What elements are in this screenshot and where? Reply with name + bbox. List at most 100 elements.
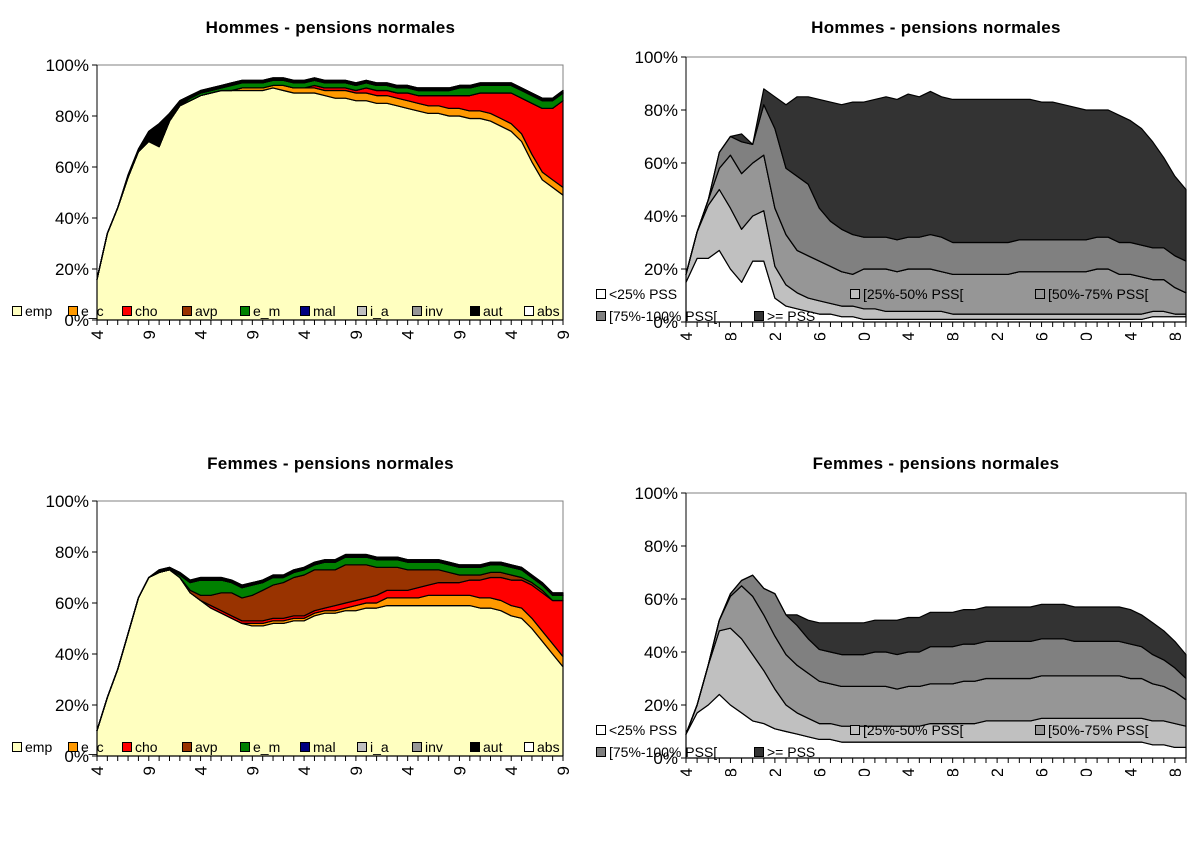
legend-swatch: [182, 742, 192, 752]
x-tick-label: 46: [1033, 332, 1052, 340]
legend-label: e_c: [81, 739, 104, 755]
legend-item: inv: [412, 303, 443, 319]
legend-label: [50%-75% PSS[: [1048, 286, 1149, 302]
x-tick-label: 22: [766, 768, 785, 776]
x-tick-label: 44: [399, 330, 418, 340]
legend-label: [75%-100% PSS[: [609, 308, 718, 324]
legend-swatch: [12, 306, 22, 316]
legend-item: i_a: [357, 303, 389, 319]
chart-title: Femmes - pensions normales: [812, 454, 1060, 473]
legend-item: avp: [182, 739, 218, 755]
y-tick-label: 20%: [55, 260, 89, 279]
y-tick-label: 60%: [55, 158, 89, 177]
legend-item: e_c: [68, 303, 104, 319]
x-tick-label: 34: [295, 766, 314, 776]
x-tick-label: 50: [1077, 332, 1096, 340]
legend-label: [25%-50% PSS[: [863, 722, 964, 738]
legend-item: e_m: [240, 303, 280, 319]
chart-title: Femmes - pensions normales: [207, 454, 454, 473]
y-tick-label: 40%: [55, 645, 89, 664]
series-area-abs: [96, 553, 564, 732]
x-tick-label: 29: [243, 330, 262, 340]
x-tick-label: 54: [502, 330, 521, 340]
chart-title: Hommes - pensions normales: [811, 18, 1061, 37]
y-tick-label: 100%: [46, 492, 89, 511]
legend-label: <25% PSS: [609, 722, 678, 738]
legend-swatch: [300, 306, 310, 316]
legend-item: aut: [470, 739, 502, 755]
x-tick-label: 46: [1033, 768, 1052, 776]
legend-label: e_c: [81, 303, 104, 319]
legend-label: cho: [135, 303, 158, 319]
x-tick-label: 26: [810, 332, 829, 340]
x-tick-label: 39: [347, 766, 366, 776]
x-tick-label: 42: [988, 768, 1007, 776]
legend-label: >= PSS: [767, 308, 816, 324]
legend-item: emp: [12, 303, 52, 319]
legend-label: inv: [425, 303, 443, 319]
legend-item: [50%-75% PSS[: [1035, 722, 1148, 738]
legend-swatch: [596, 725, 606, 735]
x-tick-label: 34: [899, 332, 918, 340]
legend-item: mal: [300, 303, 336, 319]
legend: emp e_c cho avp e_m mal i_a inv aut abs: [12, 303, 592, 323]
legend: emp e_c cho avp e_m mal i_a inv aut abs: [12, 739, 592, 759]
legend-item: inv: [412, 739, 443, 755]
x-tick-label: 59: [554, 766, 573, 776]
chart-panel-hommes-activity: Hommes - pensions normales 0% 20% 40% 60% 80…: [0, 0, 600, 431]
chart-plot: 0% 20% 40% 60% 80% 100% 14 18 22 26 30 34 38 42 46 50 54…: [635, 484, 1187, 776]
legend-label: [75%-100% PSS[: [609, 744, 718, 760]
legend: <25% PSS [25%-50% PSS[ [50%-75% PSS[ [75%-1…: [596, 722, 1191, 782]
legend-swatch: [12, 742, 22, 752]
legend-swatch: [754, 747, 764, 757]
legend-label: cho: [135, 739, 158, 755]
y-tick-label: 80%: [55, 543, 89, 562]
legend-item: avp: [182, 303, 218, 319]
legend-label: aut: [483, 739, 503, 755]
legend-label: abs: [537, 303, 560, 319]
legend-label: [25%-50% PSS[: [863, 286, 964, 302]
x-tick-label: 24: [192, 766, 211, 776]
x-tick-label: 18: [721, 768, 740, 776]
legend-swatch: [68, 742, 78, 752]
legend-item: [25%-50% PSS[: [850, 286, 963, 302]
y-tick-label: 60%: [644, 154, 678, 173]
y-tick-label: 0%: [653, 749, 678, 768]
x-tick-label: 30: [855, 332, 874, 340]
legend-label: abs: [537, 739, 560, 755]
legend-item: <25% PSS: [596, 286, 677, 302]
series-area-abs: [96, 77, 564, 280]
x-tick-label: 14: [677, 768, 696, 776]
x-tick-label: 38: [944, 332, 963, 340]
x-tick-label: 18: [721, 332, 740, 340]
legend-swatch: [524, 306, 534, 316]
legend-label: avp: [195, 739, 218, 755]
legend-swatch: [412, 306, 422, 316]
legend-item: [50%-75% PSS[: [1035, 286, 1148, 302]
x-tick-label: 24: [192, 330, 211, 340]
legend-item: <25% PSS: [596, 722, 677, 738]
legend-item: e_m: [240, 739, 280, 755]
legend-label: emp: [25, 303, 53, 319]
legend-swatch: [1035, 289, 1045, 299]
legend-item: mal: [300, 739, 336, 755]
legend-swatch: [68, 306, 78, 316]
legend-swatch: [470, 306, 480, 316]
legend-label: avp: [195, 303, 218, 319]
legend-swatch: [182, 306, 192, 316]
legend-label: <25% PSS: [609, 286, 678, 302]
x-tick-label: 54: [1121, 768, 1140, 776]
x-tick-label: 54: [502, 766, 521, 776]
y-tick-label: 40%: [644, 643, 678, 662]
legend-item: e_c: [68, 739, 104, 755]
legend-item: i_a: [357, 739, 389, 755]
legend-item: aut: [470, 303, 502, 319]
legend-item: cho: [122, 303, 158, 319]
chart-title: Hommes - pensions normales: [205, 18, 456, 37]
chart-panel-hommes-pss: Hommes - pensions normales 0% 20% 40% 60% 80…: [596, 0, 1191, 431]
x-tick-label: 38: [944, 768, 963, 776]
chart-panel-femmes-activity: Femmes - pensions normales 0% 20% 40% 60% 80…: [0, 436, 600, 862]
legend-item: cho: [122, 739, 158, 755]
x-tick-label: 42: [988, 332, 1007, 340]
legend-swatch: [754, 311, 764, 321]
